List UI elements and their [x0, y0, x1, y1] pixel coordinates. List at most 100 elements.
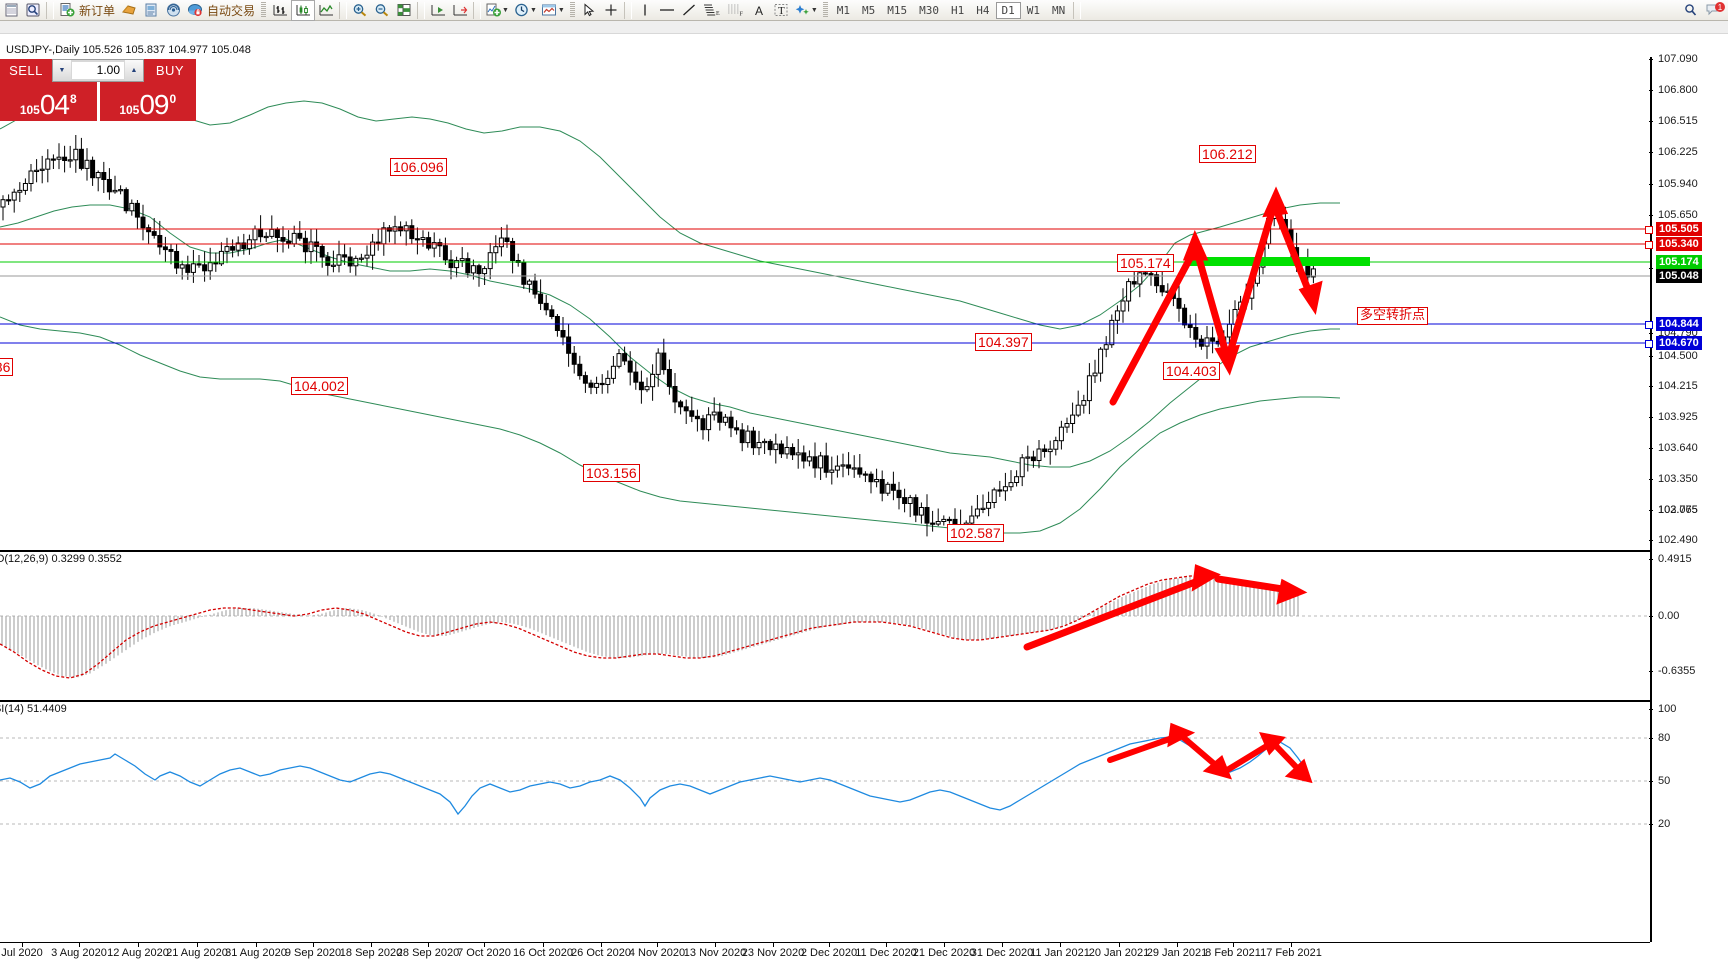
tab-timeframe-h1[interactable]: H1: [951, 3, 965, 17]
buy-price[interactable]: 105 09 0: [96, 82, 196, 121]
price-pane[interactable]: 106.096 104.002 103.156 102.587 104.397 …: [0, 57, 1650, 552]
horizontal-line-icon[interactable]: [656, 1, 678, 20]
date-axis-label: 7 Oct 2020: [457, 947, 511, 959]
auto-scroll-icon[interactable]: [449, 1, 471, 20]
axis-level-label[interactable]: 105.174: [1656, 255, 1702, 269]
level-handle[interactable]: [1645, 340, 1653, 348]
price-annotation[interactable]: 104.002: [291, 377, 348, 395]
candlestick-chart-icon[interactable]: [291, 0, 316, 21]
bar-chart-icon[interactable]: [269, 1, 291, 20]
fibonacci-icon[interactable]: E: [700, 1, 724, 20]
tab-timeframe-m15[interactable]: M15: [887, 3, 908, 17]
volume-decrease-icon[interactable]: ▼: [53, 60, 71, 81]
autotrading-label[interactable]: 自动交易: [207, 3, 256, 18]
date-axis-label: 21 Dec 2020: [912, 947, 976, 959]
search-icon[interactable]: [1680, 1, 1702, 20]
price-annotation[interactable]: 102.587: [947, 524, 1004, 542]
axis-tick: [1649, 738, 1653, 739]
macd-pane[interactable]: MACD(12,26,9) 0.3299 0.3552: [0, 552, 1650, 702]
zoom-out-icon[interactable]: [371, 1, 393, 20]
date-axis-label: 17 Feb 2021: [1260, 947, 1322, 959]
axis-level-label[interactable]: 105.048: [1656, 269, 1702, 283]
strategy-tester-icon[interactable]: [140, 1, 162, 20]
tab-timeframe-mn[interactable]: MN: [1052, 3, 1066, 17]
axis-price-label: 103.640: [1658, 442, 1698, 454]
templates-icon[interactable]: [539, 1, 561, 20]
grid-icon[interactable]: [393, 1, 415, 20]
line-chart-icon[interactable]: [315, 1, 337, 20]
periods-icon[interactable]: [511, 1, 533, 20]
trend-line-icon[interactable]: [678, 1, 700, 20]
indicators-icon[interactable]: [483, 1, 505, 20]
chevron-down-icon[interactable]: ▼: [529, 6, 537, 14]
axis-price-label: 103.350: [1658, 473, 1698, 485]
tab-timeframe-m30[interactable]: M30: [919, 3, 940, 17]
date-axis-label: 11 Dec 2020: [855, 947, 917, 959]
tab-timeframe-m1[interactable]: M1: [836, 3, 851, 17]
date-axis-label: 29 Jan 2021: [1146, 947, 1208, 959]
tab-timeframe-w1[interactable]: W1: [1026, 3, 1041, 17]
axis-level-label[interactable]: 105.505: [1656, 222, 1702, 236]
svg-text:T: T: [778, 5, 785, 17]
axis-tick: [1649, 268, 1653, 269]
price-annotation[interactable]: 106.212: [1199, 145, 1256, 163]
axis-level-label[interactable]: 104.844: [1656, 317, 1702, 331]
autotrading-icon[interactable]: [184, 1, 206, 20]
buy-button[interactable]: BUY: [144, 59, 196, 82]
level-handle[interactable]: [1645, 241, 1653, 249]
level-handle[interactable]: [1645, 321, 1653, 329]
crosshair-icon[interactable]: [600, 1, 622, 20]
volume-stepper[interactable]: ▼ 1.00 ▲: [52, 59, 144, 82]
axis-tick: [1649, 90, 1653, 91]
channel-icon[interactable]: F: [724, 1, 748, 20]
new-order-icon[interactable]: [56, 1, 78, 20]
tab-timeframe-m5[interactable]: M5: [862, 3, 876, 17]
rsi-pane[interactable]: RSI(14) 51.4409: [0, 702, 1650, 942]
axis-price-label: 105.650: [1658, 209, 1698, 221]
toolbar-grip[interactable]: [822, 2, 828, 18]
axis-tick: [1649, 540, 1653, 541]
date-axis-label: 3 Aug 2020: [51, 947, 107, 959]
level-handle[interactable]: [1645, 226, 1653, 234]
date-axis-label: 28 Sep 2020: [396, 947, 460, 959]
sell-price[interactable]: 105 04 8: [0, 82, 97, 121]
price-axis[interactable]: 107.090 106.800 106.515 106.225 105.940 105.6…: [1645, 53, 1728, 942]
chart-window[interactable]: USDJPY-,Daily 105.526 105.837 104.977 10…: [0, 21, 1728, 959]
terminal-icon[interactable]: [0, 1, 22, 20]
alerts-icon[interactable]: 1: [1702, 1, 1728, 20]
expert-advisors-icon[interactable]: [118, 1, 140, 20]
new-order-label[interactable]: 新订单: [79, 3, 116, 18]
zoom-in-icon[interactable]: [349, 1, 371, 20]
price-annotation-partial[interactable]: 186: [0, 358, 14, 376]
shapes-icon[interactable]: [792, 1, 814, 20]
sell-button[interactable]: SELL: [0, 59, 52, 82]
toolbar-grip[interactable]: [261, 2, 267, 18]
price-annotation[interactable]: 104.403: [1163, 362, 1220, 380]
axis-level-label[interactable]: 105.340: [1656, 237, 1702, 251]
text-icon[interactable]: T: [770, 1, 792, 20]
axis-price-label: 106.225: [1658, 146, 1698, 158]
chevron-down-icon[interactable]: ▼: [502, 6, 509, 14]
price-annotation[interactable]: 105.174: [1117, 254, 1174, 272]
vertical-line-icon[interactable]: [634, 1, 656, 20]
price-annotation[interactable]: 106.096: [390, 158, 447, 176]
price-annotation[interactable]: 103.156: [583, 464, 640, 482]
axis-price-label: 107.090: [1658, 53, 1698, 65]
chevron-down-icon[interactable]: ▼: [810, 6, 818, 14]
volume-increase-icon[interactable]: ▲: [125, 60, 143, 81]
cursor-icon[interactable]: [578, 1, 600, 20]
tab-timeframe-h4[interactable]: H4: [976, 3, 990, 17]
signals-icon[interactable]: [162, 1, 184, 20]
one-click-trading-panel[interactable]: SELL ▼ 1.00 ▲ BUY 105 04 8 105 09 0: [0, 59, 196, 121]
chart-shift-icon[interactable]: [427, 1, 449, 20]
turning-point-annotation[interactable]: 多空转折点: [1357, 307, 1429, 325]
date-axis[interactable]: Jul 2020 3 Aug 2020 12 Aug 2020 21 Aug 2020…: [0, 942, 1650, 966]
text-label-icon[interactable]: A: [748, 1, 770, 20]
price-annotation[interactable]: 104.397: [975, 333, 1032, 351]
axis-level-label[interactable]: 104.670: [1656, 336, 1702, 350]
chevron-down-icon[interactable]: ▼: [557, 6, 565, 14]
toolbar-grip[interactable]: [569, 2, 575, 18]
volume-value[interactable]: 1.00: [72, 62, 124, 79]
data-window-icon[interactable]: [22, 1, 44, 20]
tab-timeframe-d1[interactable]: D1: [995, 1, 1021, 19]
